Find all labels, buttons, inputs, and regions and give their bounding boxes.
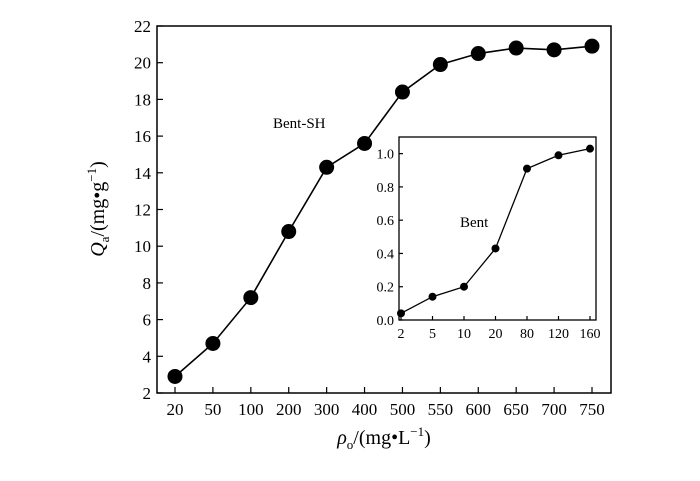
x-axis-title-unit: /(mg•L	[353, 427, 410, 449]
data-point	[584, 38, 600, 54]
x-tick-label: 300	[314, 400, 340, 419]
y-tick-label: 0.4	[377, 247, 395, 262]
y-tick-label: 2	[143, 384, 152, 403]
data-point	[491, 244, 500, 253]
data-point	[508, 40, 524, 56]
x-axis-title: ρo/(mg•L−1)	[336, 424, 431, 452]
main-series-bent-sh	[167, 38, 600, 384]
inset-series-bent	[397, 144, 594, 318]
data-point	[460, 282, 468, 291]
x-tick-label: 50	[204, 400, 221, 419]
y-tick-label: 12	[134, 200, 151, 219]
inset-axis-ticks: 0.0 0.2 0.4 0.6 0.8 1.0 2 5 10 20 80 120 160	[377, 148, 601, 342]
data-point	[357, 135, 373, 151]
x-tick-label: 120	[548, 327, 569, 342]
x-axis-title-close: )	[424, 427, 431, 449]
data-point	[523, 164, 531, 173]
y-axis-title-sub: a	[97, 236, 112, 242]
data-point	[432, 57, 448, 73]
x-tick-label: 100	[238, 400, 264, 419]
y-tick-label: 0.6	[377, 214, 395, 229]
data-point	[470, 46, 486, 62]
y-tick-label: 0.8	[377, 181, 395, 196]
data-point	[428, 292, 437, 301]
y-tick-label: 6	[143, 311, 152, 330]
series-label-bent: Bent	[460, 215, 489, 231]
inset-plot-frame	[398, 136, 597, 321]
x-tick-label: 600	[466, 400, 492, 419]
x-tick-label: 200	[276, 400, 302, 419]
y-tick-label: 14	[134, 164, 152, 183]
y-axis-title: Qa/(mg•g−1)	[84, 161, 112, 257]
y-axis-title-close: )	[87, 161, 109, 168]
data-point	[554, 151, 563, 160]
x-axis-title-sup: −1	[410, 424, 424, 439]
y-tick-label: 0.2	[377, 281, 395, 296]
y-tick-label: 20	[134, 54, 151, 73]
y-tick-label: 0.0	[377, 314, 395, 329]
y-tick-label: 4	[143, 347, 152, 366]
x-tick-label: 700	[541, 400, 567, 419]
y-tick-label: 10	[134, 237, 151, 256]
x-tick-label: 750	[579, 400, 605, 419]
x-tick-label: 160	[580, 327, 601, 342]
data-point	[586, 144, 594, 153]
x-tick-label: 2	[398, 327, 405, 342]
y-axis-title-main: Q	[87, 242, 109, 257]
x-tick-label: 20	[489, 327, 503, 342]
x-tick-label: 550	[428, 400, 454, 419]
x-axis-title-sub: o	[347, 437, 354, 452]
x-tick-label: 650	[503, 400, 529, 419]
x-tick-label: 80	[520, 327, 534, 342]
y-tick-label: 1.0	[377, 148, 395, 163]
data-point	[281, 224, 297, 240]
data-point	[546, 42, 562, 58]
data-point	[205, 335, 221, 351]
series-label-bent-sh: Bent-SH	[273, 116, 326, 132]
x-axis-title-main: ρ	[336, 427, 347, 449]
y-tick-label: 22	[134, 17, 151, 36]
data-point	[397, 309, 405, 318]
x-tick-label: 5	[429, 327, 436, 342]
y-tick-label: 18	[134, 90, 151, 109]
data-point	[394, 84, 410, 100]
x-tick-label: 10	[457, 327, 471, 342]
x-tick-label: 500	[390, 400, 416, 419]
y-axis-title-unit: /(mg•g	[87, 182, 109, 237]
data-point	[243, 290, 259, 306]
main-axis-ticks: 2 4 6 8 10 12 14 16 18 20 22 20 50 100 200 300 400 500 550…	[134, 17, 605, 419]
x-tick-label: 400	[352, 400, 378, 419]
data-point	[167, 368, 183, 384]
y-axis-title-sup: −1	[84, 168, 99, 182]
y-tick-label: 16	[134, 127, 151, 146]
data-point	[319, 159, 335, 175]
y-tick-label: 8	[143, 274, 152, 293]
x-tick-label: 20	[167, 400, 184, 419]
